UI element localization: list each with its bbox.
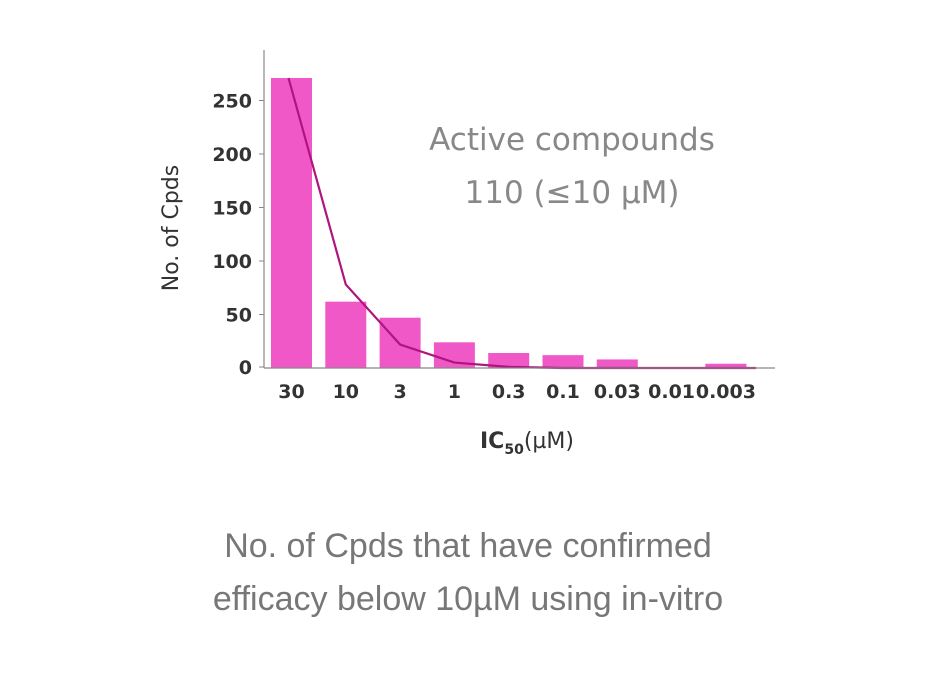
y-tick-label-200: 200: [212, 144, 252, 166]
y-axis-title: No. of Cpds: [159, 165, 184, 291]
y-tick-label-100: 100: [212, 251, 252, 273]
x-tick-label-10: 10: [333, 381, 359, 403]
x-axis-title: IC50(µM): [480, 429, 574, 458]
y-tick-label-150: 150: [212, 198, 252, 220]
y-tick-label-250: 250: [212, 91, 252, 113]
x-tick-label-0.01: 0.01: [648, 381, 695, 403]
x-tick-label-30: 30: [278, 381, 304, 403]
x-axis-title-unit: (µM): [524, 429, 574, 454]
y-tick-label-50: 50: [226, 305, 252, 327]
y-tick-label-0: 0: [239, 357, 252, 379]
x-tick-label-0.3: 0.3: [492, 381, 526, 403]
bar-10: [325, 301, 367, 368]
bar-0.1: [542, 355, 584, 368]
y-ticks-group: 0 50 100 150 200 250: [212, 91, 264, 379]
bar-0.003: [705, 363, 747, 368]
bar-0.03: [596, 359, 638, 368]
x-ticks-group: 30 10 3 1 0.3 0.1 0.03 0.01 0.003: [278, 381, 756, 403]
ic50-histogram: 0 50 100 150 200 250 30 10 3 1 0.3 0.1 0.03 0.01 0.00…: [159, 50, 775, 458]
x-tick-label-1: 1: [448, 381, 461, 403]
x-axis-title-subscript: 50: [504, 442, 524, 458]
bars-group: [271, 78, 747, 368]
caption-line-2: efficacy below 10µM using in-vitro: [212, 580, 724, 618]
caption-line-1: No. of Cpds that have confirmed: [224, 527, 712, 565]
x-tick-label-0.1: 0.1: [546, 381, 580, 403]
x-axis-title-main: IC: [480, 429, 504, 454]
x-tick-label-3: 3: [393, 381, 406, 403]
bar-3: [379, 317, 421, 368]
bar-30: [271, 78, 312, 368]
x-tick-label-0.03: 0.03: [594, 381, 641, 403]
x-tick-label-0.003: 0.003: [696, 381, 756, 403]
chart-caption: No. of Cpds that have confirmed efficacy…: [0, 520, 936, 626]
bar-0.3: [488, 353, 530, 368]
annotation-line-2: 110 (≤10 µM): [465, 175, 680, 211]
annotation-line-1: Active compounds: [429, 122, 715, 158]
